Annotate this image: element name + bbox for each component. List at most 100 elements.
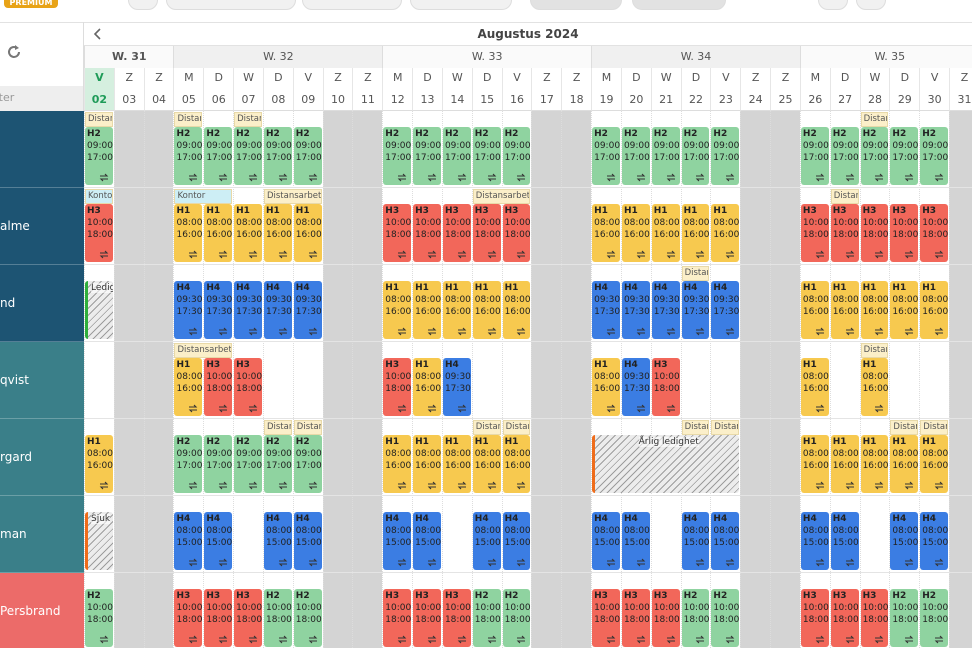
shift[interactable]: H2 09:00 17:00 [711, 127, 740, 185]
shift[interactable]: H3 10:00 18:00 [800, 204, 829, 262]
shift[interactable]: H4 08:00 15:00 [204, 512, 233, 570]
toolbar-button[interactable] [818, 0, 848, 10]
shift[interactable]: H4 08:00 15:00 [890, 512, 919, 570]
employee-name[interactable]: rgard [0, 419, 84, 496]
shift[interactable]: H4 09:30 17:30 [263, 281, 292, 339]
toolbar-button[interactable] [166, 0, 296, 10]
shift[interactable]: H1 08:00 16:00 [860, 358, 889, 416]
shift[interactable]: H3 10:00 18:00 [383, 358, 412, 416]
shift[interactable]: H4 08:00 15:00 [174, 512, 203, 570]
absence[interactable]: Årlig ledighet [592, 435, 740, 493]
shift[interactable]: H3 10:00 18:00 [234, 589, 262, 647]
shift[interactable]: H4 09:30 17:30 [592, 281, 620, 339]
shift[interactable]: H4 09:30 17:30 [442, 358, 471, 416]
shift[interactable]: H1 08:00 16:00 [472, 281, 501, 339]
shift[interactable]: H4 08:00 15:00 [592, 512, 620, 570]
shift[interactable]: H1 08:00 16:00 [383, 435, 412, 493]
employee-name[interactable]: man [0, 496, 84, 573]
shift[interactable]: H2 10:00 18:00 [890, 589, 919, 647]
shift[interactable]: H3 10:00 18:00 [860, 589, 889, 647]
shift[interactable]: H4 09:30 17:30 [204, 281, 233, 339]
shift[interactable]: H4 08:00 15:00 [621, 512, 650, 570]
shift[interactable]: H1 08:00 16:00 [383, 281, 412, 339]
shift[interactable]: H3 10:00 18:00 [383, 204, 412, 262]
shift[interactable]: H1 08:00 16:00 [293, 204, 322, 262]
employee-name[interactable]: qvist [0, 342, 84, 419]
shift[interactable]: H1 08:00 16:00 [174, 204, 203, 262]
shift[interactable]: H1 08:00 16:00 [800, 358, 829, 416]
shift[interactable]: H4 09:30 17:30 [621, 281, 650, 339]
shift[interactable]: H4 09:30 17:30 [651, 281, 680, 339]
shift[interactable]: H1 08:00 16:00 [830, 435, 859, 493]
shift[interactable]: H2 09:00 17:00 [383, 127, 412, 185]
shift[interactable]: H1 08:00 16:00 [681, 204, 710, 262]
shift[interactable]: H2 10:00 18:00 [920, 589, 949, 647]
shift[interactable]: H2 10:00 18:00 [711, 589, 740, 647]
shift[interactable]: H1 08:00 16:00 [502, 435, 531, 493]
shift[interactable]: H1 08:00 16:00 [800, 281, 829, 339]
shift[interactable]: H2 09:00 17:00 [263, 127, 292, 185]
shift[interactable]: H4 08:00 15:00 [472, 512, 501, 570]
shift[interactable]: H4 08:00 15:00 [263, 512, 292, 570]
absence[interactable]: Sjuk [85, 512, 113, 570]
shift[interactable]: H4 08:00 15:00 [920, 512, 949, 570]
shift[interactable]: H2 10:00 18:00 [293, 589, 322, 647]
shift[interactable]: H2 10:00 18:00 [681, 589, 710, 647]
shift[interactable]: H1 08:00 16:00 [502, 281, 531, 339]
shift[interactable]: H2 09:00 17:00 [830, 127, 859, 185]
shift[interactable]: H2 09:00 17:00 [85, 127, 113, 185]
shift[interactable]: H2 09:00 17:00 [263, 435, 292, 493]
shift[interactable]: H4 08:00 15:00 [413, 512, 441, 570]
shift[interactable]: H1 08:00 16:00 [472, 435, 501, 493]
shift[interactable]: H2 09:00 17:00 [920, 127, 949, 185]
shift[interactable]: H4 08:00 15:00 [383, 512, 412, 570]
shift[interactable]: H1 08:00 16:00 [800, 435, 829, 493]
shift[interactable]: H4 09:30 17:30 [621, 358, 650, 416]
filter-input[interactable]: Filter [0, 86, 84, 111]
shift[interactable]: H3 10:00 18:00 [621, 589, 650, 647]
shift[interactable]: H2 09:00 17:00 [472, 127, 501, 185]
shift[interactable]: H2 09:00 17:00 [592, 127, 620, 185]
toolbar-button[interactable] [856, 0, 886, 10]
shift[interactable]: H4 09:30 17:30 [681, 281, 710, 339]
shift[interactable]: H1 08:00 16:00 [920, 435, 949, 493]
shift[interactable]: H3 10:00 18:00 [860, 204, 889, 262]
shift[interactable]: H2 09:00 17:00 [442, 127, 471, 185]
shift[interactable]: H3 10:00 18:00 [830, 204, 859, 262]
shift[interactable]: H1 08:00 16:00 [413, 281, 441, 339]
shift[interactable]: H4 09:30 17:30 [234, 281, 262, 339]
shift[interactable]: H1 08:00 16:00 [204, 204, 233, 262]
shift[interactable]: H1 08:00 16:00 [442, 435, 471, 493]
absence[interactable]: Ledig [85, 281, 113, 339]
shift[interactable]: H3 10:00 18:00 [383, 589, 412, 647]
shift[interactable]: H1 08:00 16:00 [263, 204, 292, 262]
shift[interactable]: H2 09:00 17:00 [174, 435, 203, 493]
shift[interactable]: H2 09:00 17:00 [502, 127, 531, 185]
shift[interactable]: H2 09:00 17:00 [234, 127, 262, 185]
shift[interactable]: H2 09:00 17:00 [234, 435, 262, 493]
shift[interactable]: H3 10:00 18:00 [592, 589, 620, 647]
shift[interactable]: H3 10:00 18:00 [651, 589, 680, 647]
shift[interactable]: H3 10:00 18:00 [442, 589, 471, 647]
shift[interactable]: H1 08:00 16:00 [85, 435, 113, 493]
employee-name[interactable]: nd [0, 265, 84, 342]
shift[interactable]: H1 08:00 16:00 [890, 281, 919, 339]
shift[interactable]: H1 08:00 16:00 [830, 281, 859, 339]
prev-month[interactable] [90, 26, 106, 42]
shift[interactable]: H3 10:00 18:00 [502, 204, 531, 262]
shift[interactable]: H4 09:30 17:30 [711, 281, 740, 339]
shift[interactable]: H2 09:00 17:00 [860, 127, 889, 185]
shift[interactable]: H4 09:30 17:30 [293, 281, 322, 339]
shift[interactable]: H3 10:00 18:00 [651, 358, 680, 416]
toolbar-button[interactable] [410, 0, 512, 10]
shift[interactable]: H2 09:00 17:00 [293, 435, 322, 493]
shift[interactable]: H1 08:00 16:00 [711, 204, 740, 262]
shift[interactable]: H1 08:00 16:00 [860, 435, 889, 493]
shift[interactable]: H3 10:00 18:00 [413, 589, 441, 647]
toolbar-button[interactable] [302, 0, 402, 10]
employee-name[interactable] [0, 111, 84, 188]
shift[interactable]: H4 08:00 15:00 [293, 512, 322, 570]
shift[interactable]: H1 08:00 16:00 [890, 435, 919, 493]
shift[interactable]: H1 08:00 16:00 [592, 204, 620, 262]
shift[interactable]: H3 10:00 18:00 [920, 204, 949, 262]
